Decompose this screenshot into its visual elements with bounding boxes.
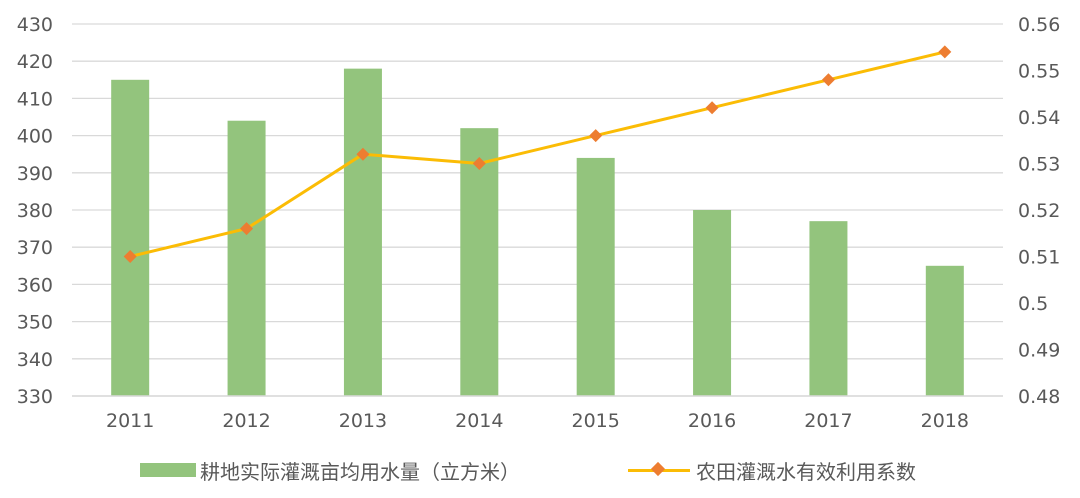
series-line: [129, 50, 946, 258]
diamond-marker-icon: [650, 461, 666, 477]
y-left-tick-label: 400: [17, 126, 53, 148]
legend-item-water-use: 耕地实际灌溉亩均用水量（立方米）: [140, 452, 520, 488]
x-tick-label: 2012: [222, 410, 270, 432]
y-right-tick-label: 0.54: [1018, 107, 1060, 129]
y-left-tick-label: 420: [17, 51, 53, 73]
y-right-tick-label: 0.51: [1018, 247, 1060, 269]
legend-line-swatch: [628, 461, 690, 477]
y-right-tick-label: 0.56: [1018, 14, 1060, 36]
chart: 330 340 350 360 370 380 390 400 410 420 430 0.48 0.4…: [17, 14, 1061, 432]
y-left-tick-label: 330: [17, 386, 53, 408]
y-left-tick-label: 410: [17, 88, 53, 110]
y-left-tick-label: 340: [17, 349, 53, 371]
line-point: [123, 250, 137, 263]
y-left-tick-label: 350: [17, 312, 53, 334]
bar: [111, 79, 150, 397]
bar: [343, 68, 382, 396]
y-right-tick-label: 0.5: [1018, 293, 1048, 315]
y-left-tick-label: 380: [17, 200, 53, 222]
bar: [460, 128, 499, 396]
y-right-tick-label: 0.55: [1018, 61, 1060, 83]
legend: 耕地实际灌溉亩均用水量（立方米） 农田灌溉水有效利用系数: [0, 452, 1080, 488]
y-left-tick-label: 360: [17, 274, 53, 296]
x-tick-label: 2013: [339, 410, 387, 432]
x-tick-label: 2018: [921, 410, 969, 432]
x-tick-label: 2014: [455, 410, 503, 432]
legend-bar-swatch: [140, 463, 196, 477]
x-tick-label: 2016: [688, 410, 736, 432]
bar: [227, 120, 266, 396]
legend-label-water-use: 耕地实际灌溉亩均用水量（立方米）: [200, 459, 520, 484]
y-left-tick-label: 430: [17, 14, 53, 36]
x-tick-label: 2017: [804, 410, 852, 432]
line-point: [356, 147, 370, 161]
y-right-tick-label: 0.49: [1018, 340, 1060, 362]
bar: [693, 210, 732, 396]
y-left-tick-label: 390: [17, 163, 53, 185]
line-point: [240, 222, 254, 236]
line-point: [472, 157, 486, 170]
legend-label-efficiency: 农田灌溉水有效利用系数: [696, 459, 916, 484]
bar: [576, 157, 615, 396]
bar: [809, 221, 848, 396]
legend-item-efficiency: 农田灌溉水有效利用系数: [628, 452, 916, 488]
line-point: [705, 101, 719, 115]
y-right-tick-label: 0.52: [1018, 200, 1060, 222]
y-right-tick-label: 0.48: [1018, 386, 1060, 408]
line-point: [821, 73, 835, 87]
x-tick-label: 2011: [106, 410, 154, 432]
line-point: [589, 129, 603, 143]
bar: [925, 265, 964, 396]
x-tick-label: 2015: [572, 410, 620, 432]
line-point: [938, 45, 952, 59]
y-right-tick-label: 0.53: [1018, 154, 1060, 176]
y-left-tick-label: 370: [17, 237, 53, 259]
